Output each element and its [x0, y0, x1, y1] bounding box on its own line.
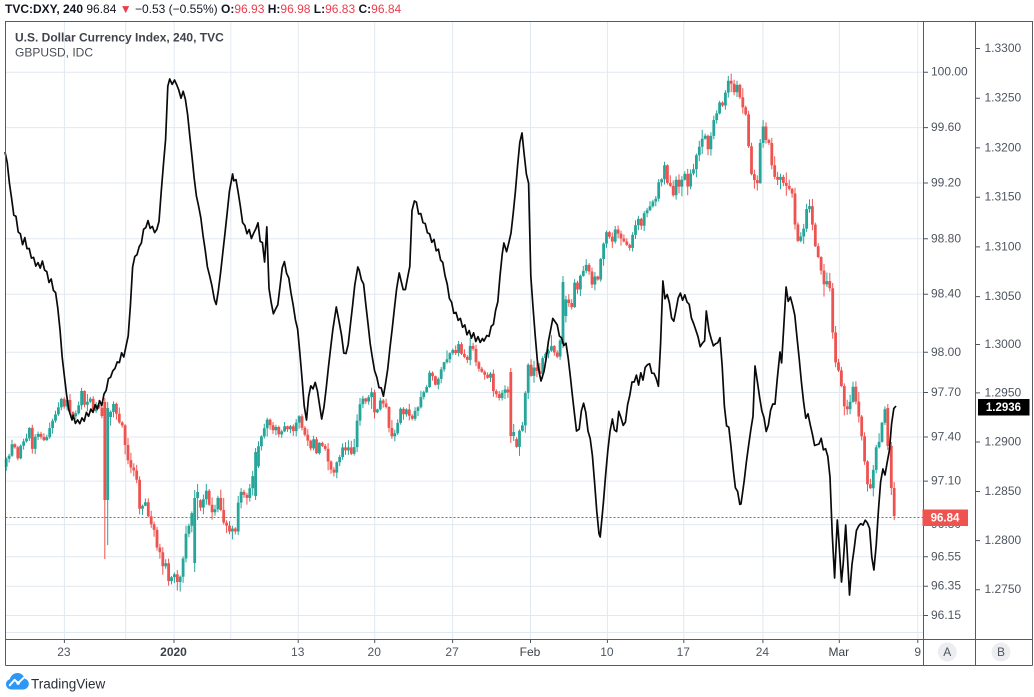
svg-text:1.3100: 1.3100	[985, 239, 1022, 253]
svg-text:99.60: 99.60	[931, 120, 961, 134]
svg-text:27: 27	[445, 645, 459, 659]
svg-text:97.70: 97.70	[931, 385, 961, 399]
svg-text:1.2950: 1.2950	[985, 385, 1022, 399]
svg-text:1.3300: 1.3300	[985, 41, 1022, 55]
svg-text:100.00: 100.00	[931, 65, 968, 79]
svg-text:1.2850: 1.2850	[985, 484, 1022, 498]
svg-text:TVC:DXY, 240 96.84 ▼ −0.53 (−0: TVC:DXY, 240 96.84 ▼ −0.53 (−0.55%) O:96…	[5, 2, 402, 16]
svg-text:96.84: 96.84	[931, 513, 960, 525]
svg-text:Mar: Mar	[828, 645, 849, 659]
svg-text:GBPUSD, IDC: GBPUSD, IDC	[15, 46, 93, 60]
svg-text:1.3000: 1.3000	[985, 337, 1022, 351]
svg-text:1.2936: 1.2936	[986, 402, 1021, 414]
svg-text:1.3200: 1.3200	[985, 140, 1022, 154]
svg-text:97.40: 97.40	[931, 430, 961, 444]
svg-text:13: 13	[291, 645, 305, 659]
svg-text:B: B	[997, 645, 1005, 659]
svg-text:99.20: 99.20	[931, 176, 961, 190]
svg-text:97.10: 97.10	[931, 474, 961, 488]
svg-text:1.3050: 1.3050	[985, 289, 1022, 303]
svg-text:1.3250: 1.3250	[985, 91, 1022, 105]
svg-text:U.S. Dollar Currency Index, 24: U.S. Dollar Currency Index, 240, TVC	[15, 31, 224, 45]
svg-text:10: 10	[600, 645, 614, 659]
svg-text:98.80: 98.80	[931, 231, 961, 245]
svg-text:23: 23	[57, 645, 71, 659]
svg-text:98.00: 98.00	[931, 345, 961, 359]
svg-text:96.15: 96.15	[931, 608, 961, 622]
svg-text:96.55: 96.55	[931, 549, 961, 563]
svg-text:Feb: Feb	[520, 645, 541, 659]
svg-text:1.2800: 1.2800	[985, 533, 1022, 547]
svg-text:1.2750: 1.2750	[985, 582, 1022, 596]
svg-text:2020: 2020	[160, 645, 187, 659]
svg-text:9: 9	[914, 645, 921, 659]
svg-text:1.2900: 1.2900	[985, 435, 1022, 449]
svg-text:1.3150: 1.3150	[985, 190, 1022, 204]
svg-text:96.35: 96.35	[931, 579, 961, 593]
svg-text:24: 24	[756, 645, 770, 659]
svg-text:TradingView: TradingView	[31, 677, 106, 692]
svg-text:20: 20	[368, 645, 382, 659]
svg-text:98.40: 98.40	[931, 287, 961, 301]
svg-text:17: 17	[677, 645, 691, 659]
svg-text:A: A	[943, 645, 951, 659]
